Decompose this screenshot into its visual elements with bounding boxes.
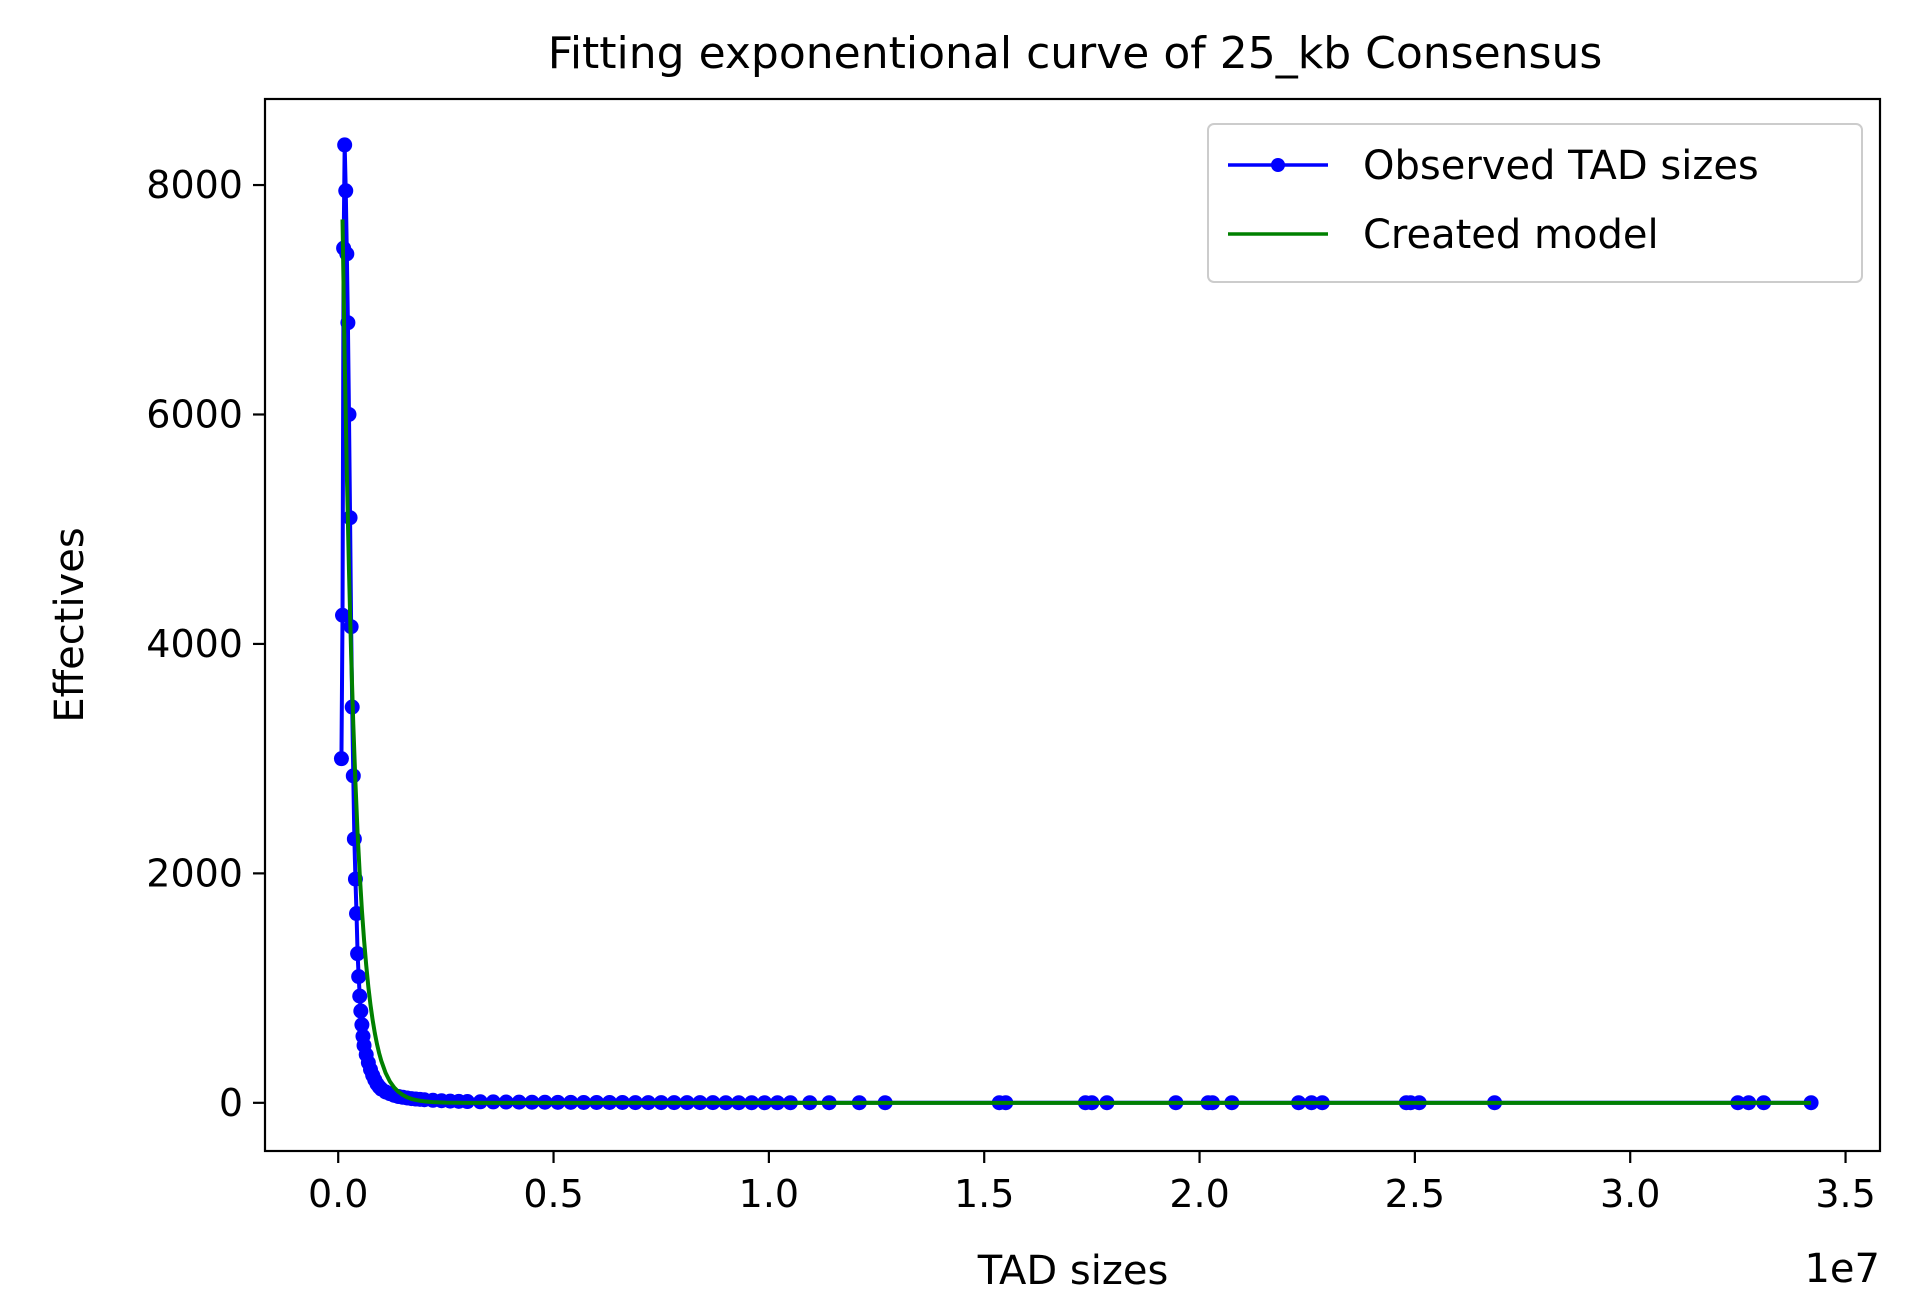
y-tick-label: 8000 [146, 163, 243, 207]
x-axis-label: TAD sizes [977, 1248, 1169, 1294]
x-tick-label: 2.0 [1169, 1172, 1229, 1216]
data-point [338, 183, 354, 199]
x-axis: 0.0 0.5 1.0 1.5 2.0 2.5 3.0 3.5 [308, 1151, 1876, 1216]
data-point [342, 510, 358, 526]
legend-label-model: Created model [1363, 212, 1659, 258]
y-tick-label: 0 [219, 1081, 243, 1125]
x-tick-label: 3.0 [1600, 1172, 1660, 1216]
data-point [335, 607, 351, 623]
series-line-model [340, 219, 1812, 1105]
data-point [351, 969, 367, 985]
x-tick-label: 3.5 [1815, 1172, 1875, 1216]
x-tick-label: 2.5 [1385, 1172, 1445, 1216]
chart-title: Fitting exponentional curve of 25_kb Con… [548, 28, 1603, 79]
y-tick-label: 4000 [146, 622, 243, 666]
data-point [353, 1003, 369, 1019]
x-tick-label: 1.5 [954, 1172, 1014, 1216]
data-point [352, 988, 368, 1004]
legend-label-observed: Observed TAD sizes [1363, 143, 1759, 189]
series-group [333, 137, 1819, 1111]
y-axis: 0 2000 4000 6000 8000 [146, 163, 265, 1125]
x-tick-label: 1.0 [739, 1172, 799, 1216]
data-point [354, 1017, 370, 1033]
y-axis-label: Effectives [47, 527, 93, 722]
data-point [333, 751, 349, 767]
plot-area [333, 137, 1819, 1111]
x-axis-offset-label: 1e7 [1804, 1246, 1880, 1292]
y-tick-label: 2000 [146, 851, 243, 895]
legend-box [1207, 123, 1863, 283]
legend-marker-observed [1271, 158, 1285, 172]
x-tick-label: 0.0 [308, 1172, 368, 1216]
y-tick-label: 6000 [146, 392, 243, 436]
x-tick-label: 0.5 [523, 1172, 583, 1216]
axes-frame [263, 97, 1882, 1153]
data-point [337, 137, 353, 153]
data-point [350, 946, 366, 962]
legend: Observed TAD sizes Created model [1207, 123, 1863, 283]
